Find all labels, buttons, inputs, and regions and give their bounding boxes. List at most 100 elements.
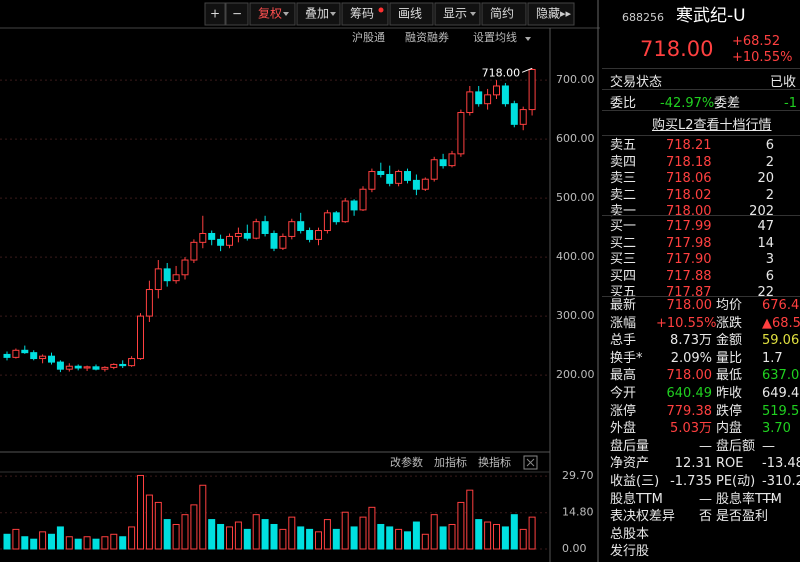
l2-link[interactable]: 购买L2查看十档行情	[652, 118, 772, 133]
toolbar-link[interactable]: 融资融券	[405, 30, 449, 44]
toolbar-label: 复权	[258, 7, 282, 21]
volume-bar	[457, 501, 465, 550]
candle-body	[528, 68, 536, 111]
candle-body	[48, 355, 55, 363]
volume-bar	[30, 538, 38, 550]
toolbar-link[interactable]: 沪股通	[352, 30, 385, 44]
stat-value: -1.735	[670, 474, 712, 489]
volume-bar	[297, 526, 305, 550]
candle-body	[92, 366, 100, 370]
volume-bar	[65, 536, 73, 550]
separator	[602, 296, 800, 297]
stat-value: —	[699, 438, 712, 454]
candle-body	[234, 232, 242, 237]
y-tick-label: 500.00	[556, 191, 595, 204]
candle-body	[448, 153, 456, 167]
volume-bar	[172, 523, 180, 550]
toolbar-button[interactable]	[225, 2, 249, 26]
candle-body	[154, 268, 162, 291]
close-box[interactable]	[523, 455, 538, 470]
stat-label: 股息率TTM	[716, 491, 782, 507]
candle-body	[252, 221, 260, 239]
candle-body	[430, 159, 438, 180]
stat-label: 是否盈利	[716, 509, 769, 525]
volume-bar	[350, 526, 358, 550]
stat-value: 3.70	[762, 421, 791, 437]
stat-value: —	[762, 491, 775, 507]
stat-value: 640.49	[666, 386, 713, 401]
volume-bar	[466, 489, 474, 550]
volume-bar	[110, 533, 118, 550]
volume-bar	[306, 528, 314, 550]
toolbar-button[interactable]	[389, 2, 434, 26]
toolbar-button[interactable]	[434, 2, 481, 26]
candle-body	[39, 355, 47, 360]
toolbar-button[interactable]	[481, 2, 527, 26]
stat-value: 779.38	[666, 403, 713, 419]
ratio-value: -42.97%	[660, 96, 715, 111]
candle-body	[208, 232, 216, 240]
stat-value: 718.00	[666, 368, 713, 384]
volume-bar	[3, 533, 11, 550]
candle-body	[145, 289, 153, 317]
toolbar-label: 简约	[490, 6, 514, 21]
candle-body	[137, 315, 144, 360]
stat-label: PE(动)	[716, 474, 756, 489]
toolbar-button[interactable]	[249, 2, 296, 26]
candle-body	[439, 159, 447, 167]
candle-body	[404, 171, 411, 181]
toolbar-label: 显示	[443, 7, 467, 21]
badge	[378, 7, 384, 13]
candle-body	[395, 171, 403, 184]
volume-bar	[404, 531, 411, 550]
y-tick-label: 600.00	[556, 132, 595, 145]
candle-body	[377, 171, 385, 175]
toolbar-link[interactable]: 设置均线	[473, 30, 517, 44]
stat-label: 今开	[610, 386, 637, 401]
candle-body	[83, 366, 91, 369]
change-pct: +10.55%	[732, 50, 793, 65]
candle-body	[421, 178, 429, 190]
candle-body	[359, 188, 367, 211]
toolbar-button[interactable]	[341, 2, 389, 26]
indicator-tool[interactable]: 改参数	[390, 455, 423, 469]
stat-value: 718.00	[666, 298, 713, 313]
indicator-tool[interactable]: 换指标	[478, 455, 511, 469]
book-price: 718.02	[666, 187, 712, 203]
candle-body	[163, 268, 171, 282]
candle-body	[217, 238, 225, 246]
volume-bar	[341, 511, 349, 550]
stat-value: 5.03万	[670, 421, 712, 437]
y-tick-label: 700.00	[556, 73, 595, 86]
toolbar-button[interactable]	[296, 2, 341, 26]
book-volume: 47	[757, 219, 774, 234]
book-label: 卖五	[610, 138, 637, 153]
volume-tick-label: 29.70	[562, 469, 594, 482]
toolbar-label: −	[232, 7, 242, 21]
stat-label: 发行股	[610, 544, 650, 560]
book-price: 718.18	[666, 154, 712, 170]
toolbar-label: 画线	[398, 7, 422, 21]
candle-body	[412, 179, 420, 190]
book-volume: 2	[765, 154, 774, 170]
stat-label: 总手	[610, 333, 637, 349]
stat-label: 盘后额	[716, 438, 756, 454]
volume-bar	[315, 531, 322, 550]
indicator-tool[interactable]: 加指标	[434, 455, 467, 469]
volume-bar	[288, 516, 296, 550]
stat-label: 净资产	[610, 456, 650, 472]
stat-value	[656, 526, 712, 544]
stat-label: 股息TTM	[610, 491, 663, 507]
volume-bar	[323, 519, 331, 550]
book-price: 717.88	[666, 268, 712, 284]
toolbar-button[interactable]	[204, 2, 226, 26]
annotation-pointer	[521, 67, 533, 73]
stat-value: 649.4	[762, 386, 800, 401]
candle-body	[493, 85, 500, 96]
candle-body	[261, 221, 269, 234]
volume-bar	[190, 504, 198, 550]
toolbar-button[interactable]	[527, 2, 575, 26]
candle-body	[226, 235, 233, 246]
stat-label: 涨停	[610, 403, 637, 419]
